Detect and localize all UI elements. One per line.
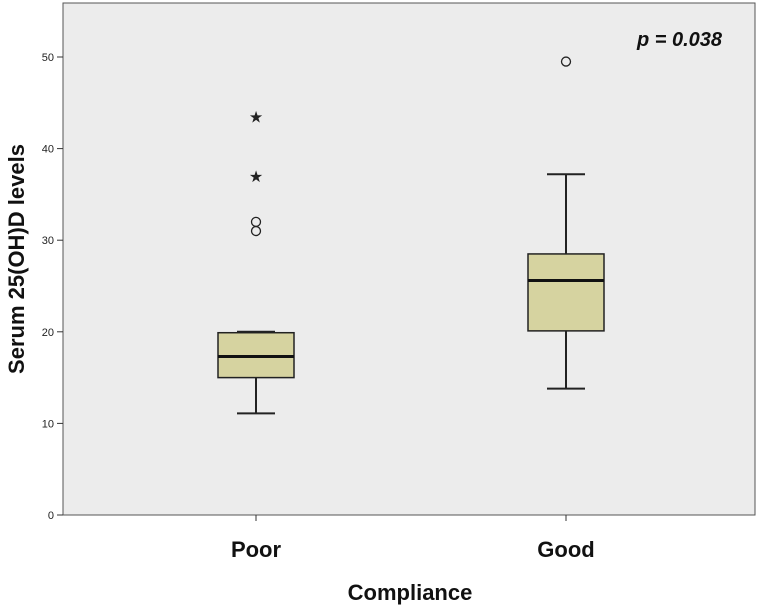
box-poor: ★★ xyxy=(217,108,295,415)
y-tick-label: 0 xyxy=(48,510,54,522)
y-tick-label: 30 xyxy=(42,235,54,247)
box-good xyxy=(527,56,605,390)
y-axis: 0 10 20 30 40 50 xyxy=(42,52,63,522)
outlier-point xyxy=(560,56,572,67)
plot-area xyxy=(62,2,756,516)
x-axis-title: Compliance xyxy=(348,580,473,605)
y-tick-label: 40 xyxy=(42,144,54,156)
x-axis: Poor Good xyxy=(231,515,595,562)
outlier-point xyxy=(250,216,262,228)
extreme-point: ★ xyxy=(249,108,263,127)
x-category-label: Poor xyxy=(231,537,282,562)
x-category-label: Good xyxy=(537,537,594,562)
y-axis-title: Serum 25(OH)D levels xyxy=(4,144,29,374)
extreme-point: ★ xyxy=(249,167,263,186)
y-tick-label: 20 xyxy=(42,327,54,339)
boxes: ★★ xyxy=(217,56,605,415)
p-value-annotation: p = 0.038 xyxy=(636,29,723,51)
y-tick-label: 50 xyxy=(42,52,54,64)
y-tick-label: 10 xyxy=(42,418,54,430)
iqr-box xyxy=(527,253,605,332)
